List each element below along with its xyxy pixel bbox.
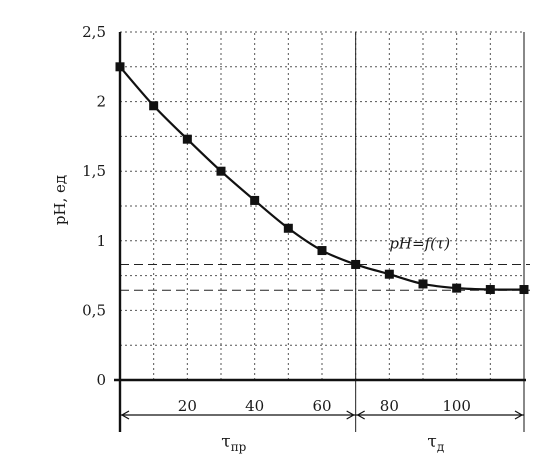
curve-annotation: pH=f(τ) <box>389 235 450 253</box>
data-point-marker <box>216 166 226 176</box>
data-point-marker <box>283 223 293 233</box>
data-point-marker <box>384 269 394 279</box>
y-axis-label: pH, ед <box>51 175 69 225</box>
data-point-marker <box>115 62 125 72</box>
x-tick-label: 40 <box>245 397 264 415</box>
interval-label-subscript: д <box>437 440 444 454</box>
interval-arrow-left <box>120 410 130 420</box>
y-tick-label: 2 <box>96 93 106 111</box>
data-point-marker <box>418 279 428 289</box>
data-point-marker <box>182 134 192 144</box>
x-tick-label: 100 <box>442 397 471 415</box>
axes <box>114 32 526 432</box>
interval-label: τд <box>427 432 444 454</box>
y-tick-label: 2,5 <box>82 23 106 41</box>
data-point-marker <box>485 285 495 295</box>
data-point-marker <box>351 259 361 269</box>
y-tick-label: 1 <box>96 232 106 250</box>
interval-brackets: τпр τд <box>120 410 524 454</box>
interval-arrow-left <box>356 410 365 420</box>
y-tick-label: 0 <box>96 371 106 389</box>
y-tick-label: 1,5 <box>82 162 106 180</box>
x-tick-label: 80 <box>380 397 399 415</box>
data-point-marker <box>149 101 159 111</box>
interval-label-subscript: пр <box>231 440 247 454</box>
y-tick-label: 0,5 <box>82 301 106 319</box>
reference-lines <box>120 32 530 432</box>
data-point-marker <box>519 285 529 295</box>
x-tick-label: 60 <box>312 397 331 415</box>
tick-labels: 0 0,5 1 1,5 2 2,5 20 40 60 80 100 <box>82 23 471 415</box>
interval-arrow-right <box>514 410 524 420</box>
interval-arrow-right <box>346 410 355 420</box>
data-point-marker <box>250 195 260 205</box>
data-point-marker <box>317 246 327 256</box>
x-tick-label: 20 <box>178 397 197 415</box>
grid <box>120 31 525 380</box>
series <box>115 62 529 295</box>
data-point-marker <box>452 283 462 293</box>
interval-label: τпр <box>221 432 246 454</box>
